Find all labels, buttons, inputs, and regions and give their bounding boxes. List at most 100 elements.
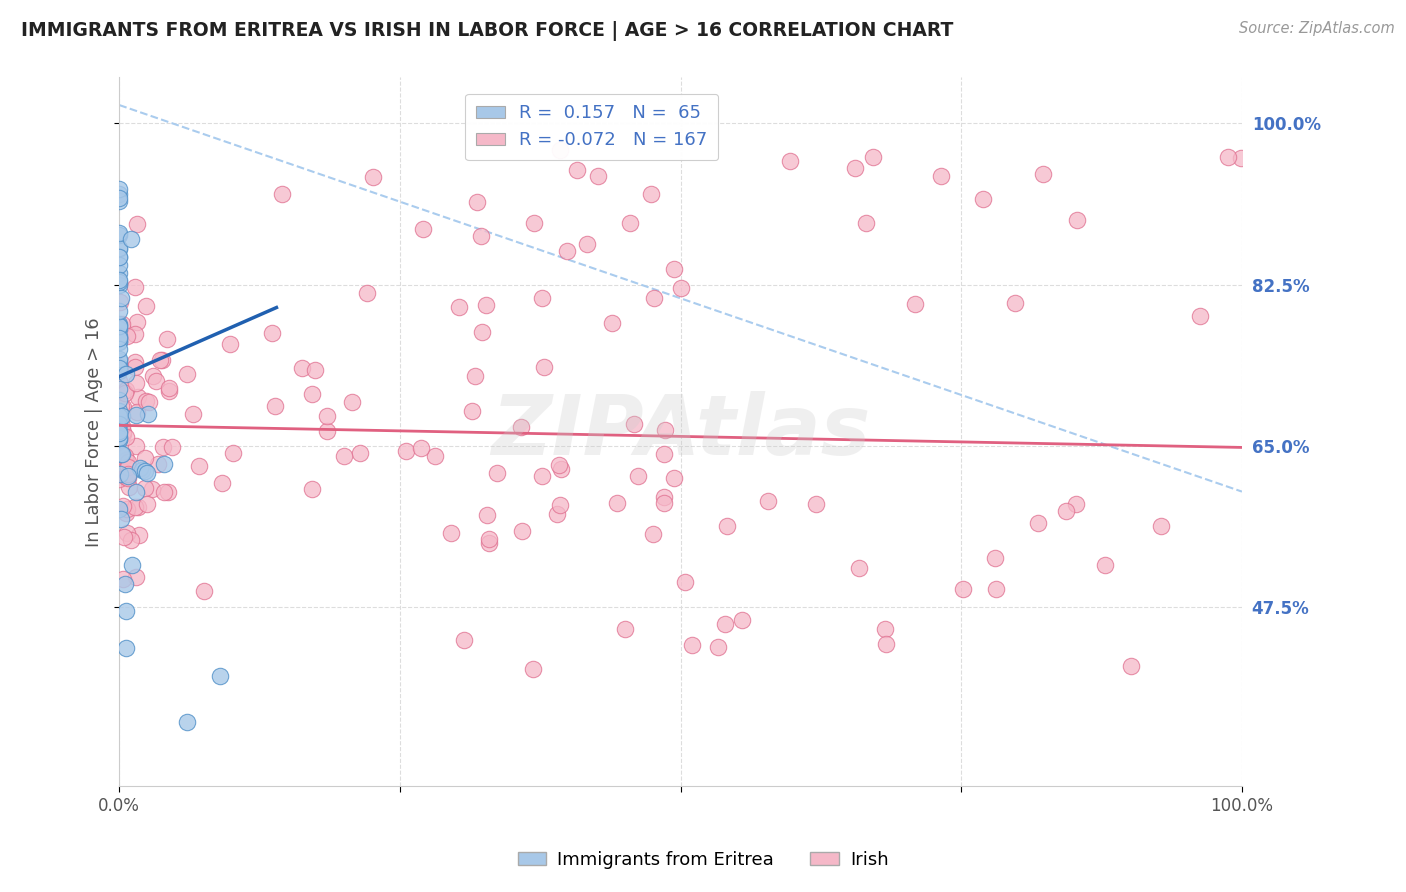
Point: [117, 459, 139, 474]
Point: [361, 170, 384, 185]
Point: [557, 244, 579, 259]
Point: [110, 419, 132, 434]
Point: [110, 360, 132, 375]
Point: [114, 452, 136, 467]
Point: [124, 280, 146, 294]
Point: [125, 405, 148, 419]
Point: [209, 669, 232, 683]
Point: [333, 450, 356, 464]
Point: [270, 187, 292, 202]
Point: [124, 359, 146, 374]
Point: [108, 335, 131, 350]
Point: [124, 326, 146, 341]
Point: [756, 494, 779, 508]
Point: [108, 242, 131, 256]
Point: [117, 469, 139, 483]
Point: [707, 640, 730, 654]
Point: [464, 368, 486, 383]
Point: [108, 194, 131, 208]
Point: [1230, 152, 1253, 166]
Point: [108, 228, 131, 243]
Point: [586, 169, 609, 183]
Point: [108, 250, 131, 264]
Point: [509, 420, 531, 434]
Point: [316, 424, 339, 438]
Point: [477, 508, 499, 522]
Point: [530, 469, 553, 483]
Point: [115, 641, 138, 656]
Point: [176, 368, 198, 382]
Point: [108, 266, 131, 280]
Point: [156, 485, 179, 500]
Point: [134, 464, 156, 478]
Point: [873, 623, 896, 637]
Point: [640, 187, 662, 202]
Point: [664, 471, 686, 485]
Point: [1188, 309, 1211, 323]
Point: [108, 250, 131, 264]
Point: [125, 376, 148, 390]
Point: [349, 446, 371, 460]
Point: [412, 222, 434, 236]
Point: [108, 403, 131, 417]
Point: [136, 497, 159, 511]
Point: [125, 315, 148, 329]
Point: [1216, 150, 1239, 164]
Point: [110, 407, 132, 421]
Point: [1094, 558, 1116, 573]
Point: [111, 318, 134, 332]
Point: [565, 162, 588, 177]
Point: [115, 430, 138, 444]
Point: [124, 500, 146, 514]
Point: [112, 425, 135, 440]
Point: [146, 457, 169, 471]
Point: [138, 395, 160, 409]
Legend: Immigrants from Eritrea, Irish: Immigrants from Eritrea, Irish: [510, 844, 896, 876]
Point: [108, 425, 131, 439]
Point: [115, 604, 138, 618]
Point: [108, 501, 131, 516]
Point: [110, 295, 132, 310]
Point: [125, 439, 148, 453]
Point: [108, 472, 131, 486]
Point: [117, 455, 139, 469]
Point: [1150, 518, 1173, 533]
Point: [108, 467, 131, 481]
Point: [1032, 167, 1054, 181]
Point: [135, 394, 157, 409]
Point: [576, 236, 599, 251]
Point: [627, 469, 650, 483]
Point: [654, 496, 676, 510]
Point: [150, 352, 173, 367]
Point: [108, 374, 131, 388]
Point: [125, 484, 148, 499]
Point: [114, 386, 136, 401]
Point: [114, 576, 136, 591]
Point: [115, 367, 138, 381]
Point: [124, 569, 146, 583]
Point: [664, 261, 686, 276]
Point: [114, 469, 136, 483]
Point: [904, 297, 927, 311]
Point: [486, 466, 509, 480]
Point: [108, 258, 131, 272]
Point: [643, 527, 665, 541]
Point: [108, 241, 131, 255]
Point: [108, 318, 131, 333]
Point: [108, 392, 131, 407]
Point: [478, 532, 501, 546]
Point: [108, 409, 131, 423]
Point: [606, 496, 628, 510]
Point: [108, 273, 131, 287]
Point: [440, 525, 463, 540]
Point: [602, 316, 624, 330]
Point: [929, 169, 952, 183]
Point: [111, 499, 134, 513]
Point: [117, 502, 139, 516]
Point: [716, 519, 738, 533]
Point: [108, 343, 131, 357]
Point: [315, 409, 337, 423]
Point: [111, 427, 134, 442]
Point: [153, 457, 176, 471]
Point: [181, 407, 204, 421]
